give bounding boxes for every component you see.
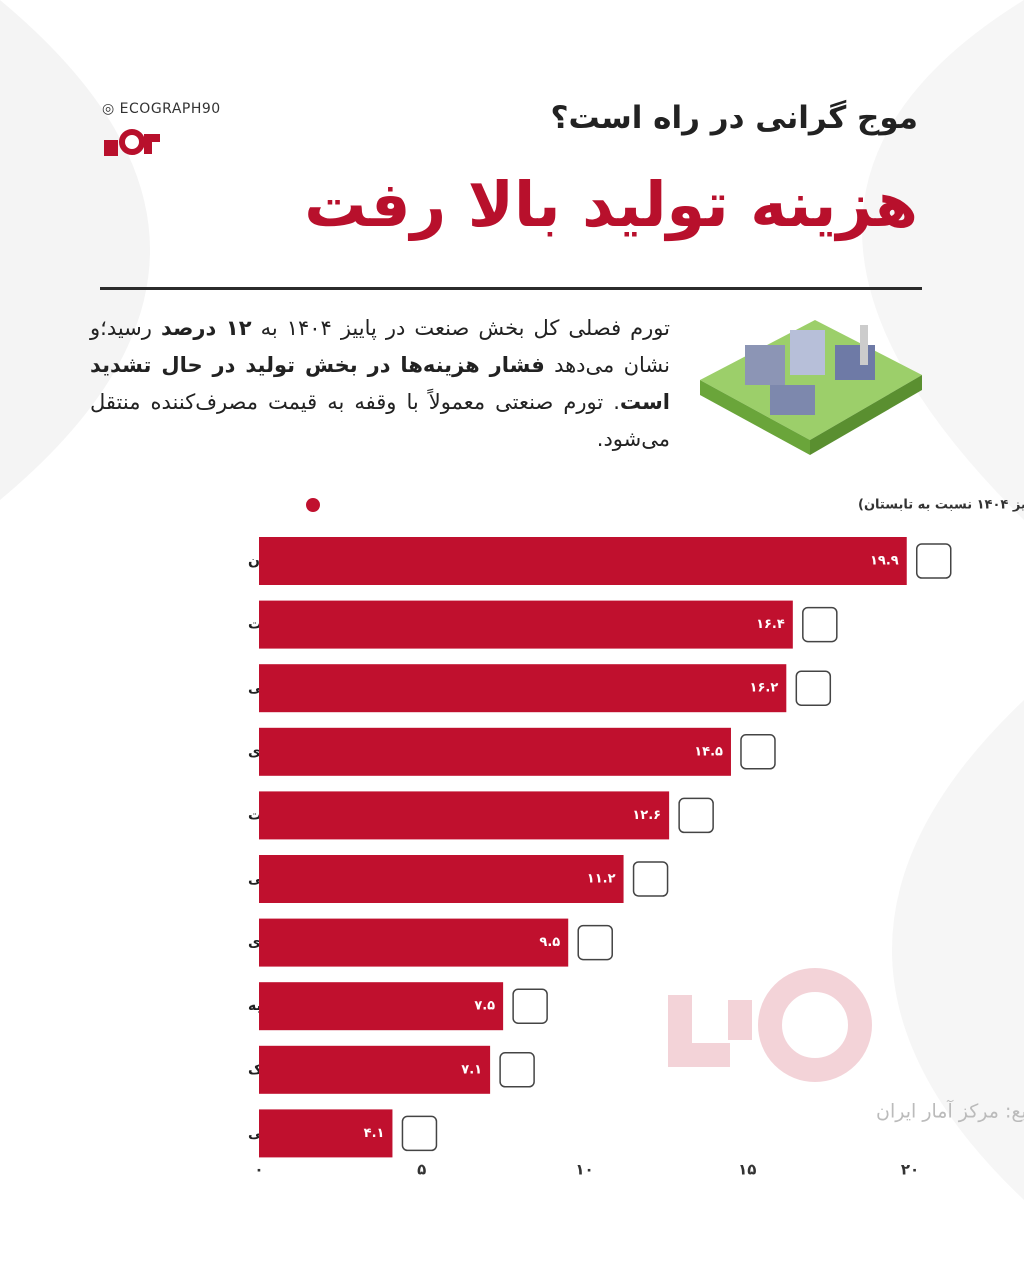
category-icon xyxy=(577,924,613,961)
category-icon xyxy=(512,988,548,1024)
x-tick-label: ۲۰ xyxy=(901,1161,919,1179)
category-icon xyxy=(802,606,838,643)
watermark xyxy=(668,968,872,1082)
factory-illustration xyxy=(700,320,922,455)
bar xyxy=(259,791,670,840)
value-label: ۱۶.۴ xyxy=(756,617,785,632)
category-icon xyxy=(915,543,952,579)
category-icon xyxy=(678,797,714,834)
description: تورم فصلی کل بخش صنعت در پاییز ۱۴۰۴ به ۱… xyxy=(90,310,670,458)
value-label: ۷.۱ xyxy=(461,1062,482,1077)
bar xyxy=(259,537,907,585)
value-label: ۹.۵ xyxy=(539,935,560,950)
bar xyxy=(259,664,787,713)
divider xyxy=(100,287,922,290)
legend-label: بیشترین جهش تورم فصلی در زیربخش‌های صنعت… xyxy=(858,498,1024,513)
subtitle: موج گرانی در راه است؟ xyxy=(550,100,918,136)
value-label: ۱۲.۶ xyxy=(632,808,661,823)
logo xyxy=(104,129,160,156)
text: . تورم صنعتی معمولاً با وقفه به قیمت مصر… xyxy=(90,390,670,451)
source: منبع: مرکز آمار ایران xyxy=(876,1099,1024,1123)
category-icon xyxy=(499,1052,535,1088)
category-icon xyxy=(740,734,776,770)
text: رسید؛و نشان می‌دهد xyxy=(90,316,670,377)
x-tick-label: ۱۰ xyxy=(575,1161,593,1179)
bar xyxy=(259,600,793,649)
x-tick-label: ۵ xyxy=(417,1161,426,1179)
text: تورم فصلی کل بخش صنعت در پاییز ۱۴۰۴ به xyxy=(260,316,670,340)
category-icon xyxy=(795,670,832,706)
category-icon xyxy=(401,1115,438,1152)
brand-handle: ECOGRAPH90 xyxy=(119,101,221,117)
x-tick-label: ۰ xyxy=(254,1161,263,1179)
brand: ◎ ECOGRAPH90 xyxy=(102,101,221,117)
bold-text: فشار هزینه‌ها در بخش تولید در حال تشدید … xyxy=(90,353,670,414)
category-icon xyxy=(632,861,669,897)
chart: بیشترین جهش تورم فصلی در زیربخش‌های صنعت… xyxy=(248,498,1024,1179)
value-label: ۴.۱ xyxy=(364,1126,385,1141)
bar xyxy=(259,918,569,967)
bar xyxy=(259,1109,393,1158)
title: هزینه تولید بالا رفت xyxy=(304,168,919,241)
value-label: ۷.۵ xyxy=(474,999,495,1014)
value-label: ۱۹.۹ xyxy=(870,554,899,569)
bar xyxy=(259,1045,491,1094)
bar xyxy=(259,982,504,1031)
bar xyxy=(259,727,731,776)
value-label: ۱۴.۵ xyxy=(694,744,723,759)
x-tick-label: ۱۵ xyxy=(738,1161,756,1179)
value-label: ۱۱.۲ xyxy=(587,872,616,887)
bar xyxy=(259,855,624,903)
bold-text: ۱۲ درصد xyxy=(160,316,252,340)
value-label: ۱۶.۲ xyxy=(750,681,779,696)
legend-marker xyxy=(306,498,320,512)
